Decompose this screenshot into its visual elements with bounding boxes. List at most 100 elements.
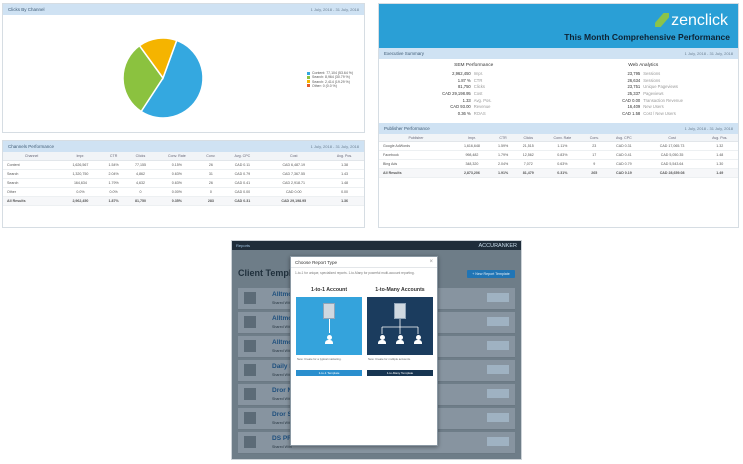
column-header[interactable]: Impr. bbox=[452, 133, 491, 143]
dialog-header: Choose Report Type × bbox=[291, 257, 437, 268]
column-header[interactable]: Clicks bbox=[126, 152, 155, 161]
template-action-button[interactable] bbox=[487, 413, 509, 422]
branch-lines bbox=[381, 319, 419, 334]
app-nav-reports[interactable]: Reports bbox=[236, 243, 251, 248]
template-name[interactable]: Alltmo D bbox=[272, 291, 299, 298]
template-action-button[interactable] bbox=[487, 437, 509, 446]
table-cell: CAD 0.41 bbox=[222, 178, 263, 188]
column-header[interactable]: Cost bbox=[642, 133, 702, 143]
column-header[interactable]: Avg. Pos. bbox=[325, 152, 364, 161]
person-icon bbox=[414, 335, 422, 344]
template-name[interactable]: Alltmo B bbox=[272, 315, 299, 322]
one-to-many-template-button[interactable]: 1-to-Many Template bbox=[367, 370, 433, 376]
one-to-one-template-button[interactable]: 1-to-1 Template bbox=[296, 370, 362, 376]
metric-row: 1.87 % CTR bbox=[457, 77, 483, 83]
web-analytics: Web Analytics 23,795 Sessions 26,634 Sessio… bbox=[559, 63, 729, 117]
table-cell: 0 bbox=[199, 187, 223, 197]
column-header[interactable]: Avg. CPC bbox=[222, 152, 263, 161]
table-cell: 1.38 bbox=[325, 160, 364, 170]
table-cell: 0.31% bbox=[541, 168, 584, 179]
table-cell: 9 bbox=[583, 159, 606, 170]
option-many-label: 1-to-Many Accounts bbox=[375, 287, 425, 293]
channel-row: Other 0.0% 0.0% 0 0.00% 0 CAD 0.00 CAD 0.00 0.00 bbox=[3, 187, 364, 197]
clicks-panel-range: 1 July, 2018 - 31 July, 2018 bbox=[310, 7, 359, 12]
template-action-button[interactable] bbox=[487, 341, 509, 350]
column-header[interactable]: Avg. Pos. bbox=[701, 133, 738, 143]
table-cell: Google AdWords bbox=[379, 141, 453, 152]
app-brand: ACCURANKER bbox=[478, 242, 517, 249]
table-cell: 2.04% bbox=[490, 159, 516, 170]
app-topbar: Reports ACCURANKER bbox=[232, 241, 521, 250]
channel-row: Search 1,320,750 2.04% 4,862 0.63% 31 CAD 0.79… bbox=[3, 169, 364, 179]
table-cell: Content bbox=[3, 160, 61, 170]
new-template-button[interactable]: + New Report Template bbox=[467, 270, 515, 278]
table-cell: 4,632 bbox=[126, 178, 155, 188]
table-cell: CAD 0.31 bbox=[605, 141, 643, 152]
template-name[interactable]: Daily KW bbox=[272, 363, 301, 370]
option-one-label: 1-to-1 Account bbox=[310, 287, 348, 293]
column-header[interactable]: Conv. bbox=[199, 152, 223, 161]
column-header[interactable]: CTR bbox=[100, 152, 127, 161]
table-cell: 1,616,648 bbox=[452, 141, 491, 152]
channel-row: All Results 2,962,450 1.87% 81,750 0.35% 283 C… bbox=[3, 196, 364, 206]
column-header[interactable]: Clicks bbox=[515, 133, 542, 143]
exec-summary: SEM Performance 2,962,450 Impr. 1.87 % CTR 8… bbox=[379, 59, 738, 121]
table-cell: CAD 0.41 bbox=[605, 150, 643, 161]
column-header[interactable]: Cost bbox=[262, 152, 326, 161]
table-cell: 1.49 bbox=[701, 168, 738, 179]
zenclick-logo-icon bbox=[655, 13, 670, 27]
column-header[interactable]: Conv. Rate bbox=[541, 133, 584, 143]
table-cell: Search bbox=[3, 178, 61, 188]
column-header[interactable]: CTR bbox=[490, 133, 516, 143]
legend-swatch bbox=[307, 84, 310, 88]
column-header[interactable]: Impr. bbox=[60, 152, 101, 161]
clicks-panel-header: Clicks By Channel 1 July, 2018 - 31 July… bbox=[3, 4, 364, 15]
template-action-button[interactable] bbox=[487, 317, 509, 326]
option-one-note: New: Create for a typical marketing. bbox=[297, 357, 342, 361]
column-header[interactable]: Publisher bbox=[379, 133, 453, 143]
template-name[interactable]: Alltmo I bbox=[272, 339, 296, 346]
table-cell: 1.59% bbox=[490, 141, 516, 152]
table-cell: All Results bbox=[3, 196, 61, 206]
template-action-button[interactable] bbox=[487, 365, 509, 374]
table-cell: 0.0% bbox=[100, 187, 127, 197]
table-cell: CAD 17,065.73 bbox=[642, 141, 702, 152]
column-header[interactable]: Conv. Rate bbox=[154, 152, 200, 161]
table-cell: 2,873,206 bbox=[452, 168, 491, 179]
pie-slice-2 bbox=[138, 37, 178, 80]
template-thumbnail bbox=[244, 316, 256, 328]
table-cell: 1.48 bbox=[325, 178, 364, 188]
table-cell: CAD 0.11 bbox=[222, 160, 263, 170]
legend-item: Other: 0 (0.0 %) bbox=[307, 84, 353, 88]
table-cell: 0.00% bbox=[154, 187, 200, 197]
column-header[interactable]: Channel bbox=[3, 152, 61, 161]
table-cell: 283 bbox=[199, 196, 223, 206]
table-cell: 77,155 bbox=[126, 160, 155, 170]
column-header[interactable]: Conv. bbox=[583, 133, 606, 143]
table-cell: 1.30 bbox=[701, 159, 738, 170]
option-one-to-many[interactable]: 1-to-Many Accounts New: Create for multi… bbox=[367, 287, 433, 376]
template-action-button[interactable] bbox=[487, 389, 509, 398]
option-one-to-one[interactable]: 1-to-1 Account New: Create for a typical… bbox=[296, 287, 362, 376]
template-action-button[interactable] bbox=[487, 293, 509, 302]
table-cell: 26 bbox=[199, 178, 223, 188]
metric-row: CAD 29,198.95 Cost bbox=[442, 90, 483, 96]
dialog-close-button[interactable]: × bbox=[429, 259, 433, 265]
table-cell: 1.48 bbox=[701, 150, 738, 161]
person-icon bbox=[378, 335, 386, 344]
column-header[interactable]: Avg. CPC bbox=[605, 133, 643, 143]
table-cell: CAD 7,367.55 bbox=[262, 169, 326, 179]
table-cell: 348,320 bbox=[452, 159, 491, 170]
web-title: Web Analytics bbox=[628, 63, 659, 68]
metric-row: 81,750 Clicks bbox=[457, 84, 485, 90]
table-cell: All Results bbox=[379, 168, 453, 179]
table-cell: CAD 6,487.19 bbox=[262, 160, 326, 170]
report-type-dialog: Choose Report Type × 1-to-1 for unique, … bbox=[290, 256, 438, 446]
table-cell: 1.11% bbox=[541, 141, 584, 152]
table-cell: 0.63% bbox=[541, 159, 584, 170]
channels-table: Channel Impr. CTR Clicks Conv. Rate Conv. Avg.… bbox=[3, 152, 364, 206]
publisher-row: Facebook 998,482 1.79% 12,562 0.83% 17 CAD 0.4… bbox=[379, 150, 738, 161]
sem-performance: SEM Performance 2,962,450 Impr. 1.87 % CTR 8… bbox=[389, 63, 559, 117]
table-cell: 0.83% bbox=[541, 150, 584, 161]
legend-swatch bbox=[307, 80, 310, 84]
